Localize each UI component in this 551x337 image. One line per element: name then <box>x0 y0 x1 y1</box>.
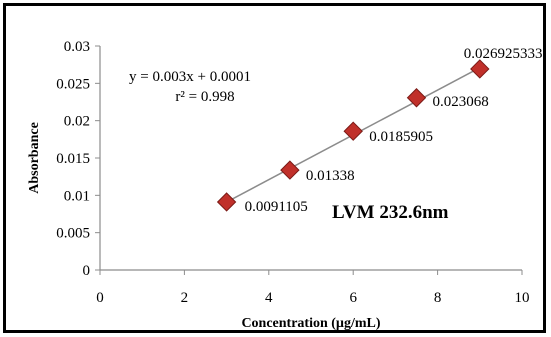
y-tick-label: 0.015 <box>56 151 90 167</box>
y-tick-label: 0.03 <box>64 39 90 55</box>
x-tick-label: 10 <box>515 290 530 306</box>
x-tick-label: 6 <box>349 290 357 306</box>
x-tick-label: 8 <box>434 290 442 306</box>
x-axis-title: Concentration (µg/mL) <box>241 316 380 331</box>
y-tick-label: 0.005 <box>56 226 90 242</box>
data-point <box>470 59 490 79</box>
y-tick-label: 0 <box>83 263 91 279</box>
y-tick-label: 0.025 <box>56 76 90 92</box>
data-label: 0.0091105 <box>245 199 308 215</box>
axes: 0 0.005 0.01 0.015 0.02 0.025 0.03 0 2 4 6 8 10 <box>56 39 529 306</box>
y-tick-label: 0.01 <box>64 188 90 204</box>
trendline-equation: y = 0.003x + 0.0001 <box>129 69 251 85</box>
chart-title: LVM 232.6nm <box>332 202 449 223</box>
data-label: 0.0185905 <box>369 129 433 145</box>
data-point <box>280 160 300 180</box>
data-point <box>406 88 427 108</box>
x-tick-label: 4 <box>265 290 273 306</box>
data-point <box>216 192 237 212</box>
x-tick-label: 0 <box>96 290 104 306</box>
chart-frame <box>3 3 546 333</box>
x-tick-label: 2 <box>181 290 189 306</box>
data-label: 0.026925333 <box>464 46 543 62</box>
data-point <box>343 121 363 141</box>
y-axis-title: Absorbance <box>27 122 42 194</box>
y-tick-label: 0.02 <box>64 114 90 130</box>
trendline-r2: r² = 0.998 <box>175 89 234 105</box>
data-points: 0.0091105 0.01338 0.0185905 0.023068 0.02692… <box>216 46 543 215</box>
data-label: 0.023068 <box>433 94 489 110</box>
data-label: 0.01338 <box>306 168 355 184</box>
